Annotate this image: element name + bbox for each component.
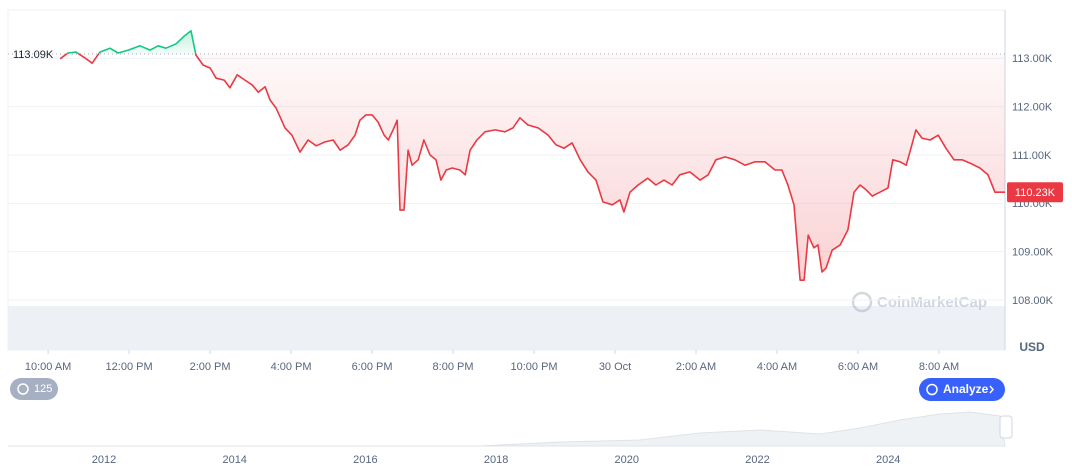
x-tick-label: 4:00 PM (271, 361, 312, 373)
analyze-button[interactable]: Analyze (919, 378, 1005, 401)
navigator-handle[interactable] (999, 415, 1013, 439)
watermark-text: CoinMarketCap (877, 294, 987, 311)
navigator-label: 2022 (745, 454, 769, 466)
price-line (59, 30, 1005, 281)
navigator-area (8, 411, 1006, 447)
x-tick-label: 6:00 PM (352, 361, 393, 373)
y-tick-label: 112.00K (1012, 102, 1053, 114)
y-tick-label: 113.00K (1012, 53, 1053, 65)
navigator-label: 2020 (615, 454, 639, 466)
navigator-label: 2012 (92, 454, 116, 466)
x-tick-label: 30 Oct (599, 361, 631, 373)
analyze-chevron (989, 385, 994, 394)
history-badge[interactable]: 125 (10, 378, 58, 400)
analyze-label[interactable]: Analyze (943, 382, 989, 396)
y-tick-label: 111.00K (1012, 150, 1052, 162)
baseline-label: 113.09K (13, 49, 54, 61)
analyze-icon (926, 383, 938, 396)
x-tick-label: 2:00 PM (190, 361, 231, 373)
navigator-label: 2018 (484, 454, 508, 466)
y-unit: USD (1019, 340, 1045, 354)
watermark-logo (851, 291, 873, 313)
x-tick-label: 2:00 AM (676, 361, 716, 373)
x-tick-label: 12:00 PM (106, 361, 153, 373)
x-tick-label: 8:00 PM (433, 361, 474, 373)
navigator-label: 2014 (222, 454, 246, 466)
navigator-label: 2016 (353, 454, 377, 466)
x-tick-label: 10:00 AM (25, 361, 71, 373)
last-price-label: 110.23K (1015, 187, 1056, 199)
x-tick-label: 8:00 AM (919, 361, 959, 373)
volume-area (8, 306, 1005, 350)
history-icon (17, 383, 29, 395)
x-tick-label: 6:00 AM (838, 361, 878, 373)
y-tick-label: 108.00K (1012, 295, 1054, 307)
y-tick-label: 109.00K (1012, 247, 1054, 259)
analyze-button-bg[interactable] (919, 378, 1005, 401)
x-tick-label: 10:00 PM (510, 361, 557, 373)
x-tick-label: 4:00 AM (757, 361, 797, 373)
last-price-badge (1007, 182, 1063, 203)
history-count[interactable]: 125 (34, 383, 52, 395)
navigator-label: 2024 (876, 454, 900, 466)
price-area (60, 30, 1005, 281)
navigator (8, 411, 1013, 447)
watermark: CoinMarketCap (851, 291, 987, 313)
